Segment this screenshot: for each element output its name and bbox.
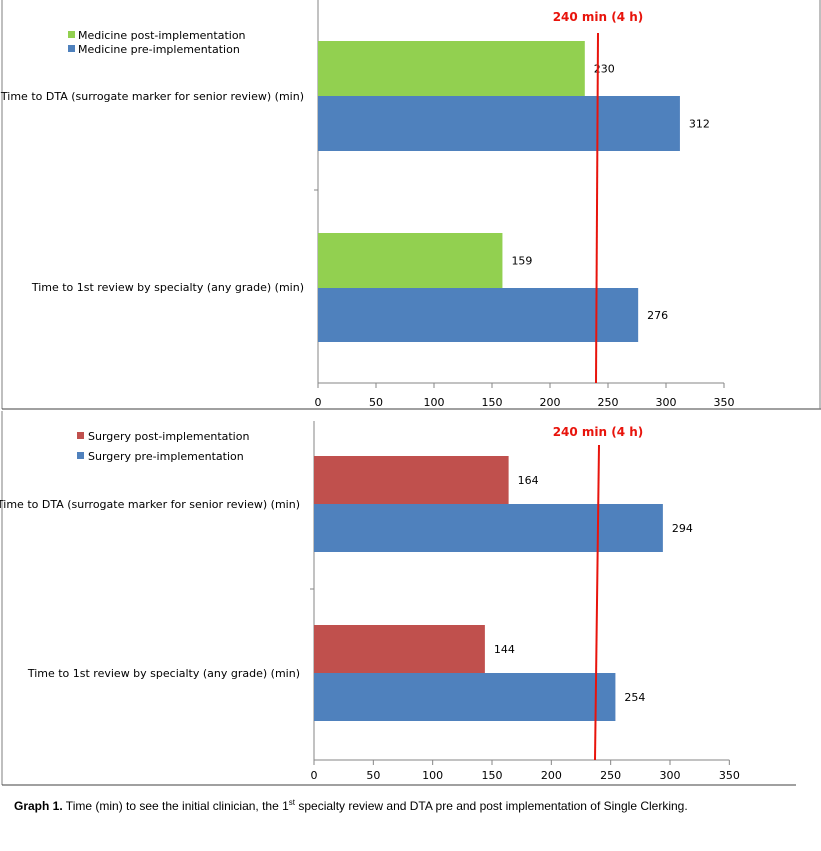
reference-line (595, 32, 599, 384)
x-tick-label: 300 (660, 769, 681, 782)
category-label: Time to DTA (surrogate marker for senior… (0, 498, 300, 511)
reference-line (594, 444, 600, 761)
legend-swatch (68, 31, 75, 38)
data-label: 312 (689, 118, 710, 131)
data-label: 164 (518, 474, 539, 487)
legend-swatch (77, 432, 84, 439)
data-label: 276 (647, 309, 668, 322)
data-label: 230 (594, 63, 615, 76)
x-tick-label: 0 (315, 396, 322, 409)
bar (318, 96, 680, 151)
x-tick-label: 50 (369, 396, 383, 409)
x-tick-label: 350 (714, 396, 735, 409)
x-tick-label: 100 (424, 396, 445, 409)
figure-caption: Graph 1. Time (min) to see the initial c… (14, 798, 814, 813)
x-tick-label: 300 (656, 396, 677, 409)
bar (318, 288, 639, 342)
caption-text-start: Time (min) to see the initial clinician,… (62, 799, 289, 813)
x-tick-label: 150 (482, 769, 503, 782)
x-tick-label: 350 (719, 769, 740, 782)
caption-text-end: specialty review and DTA pre and post im… (295, 799, 688, 813)
legend-entry: Surgery pre-implementation (88, 450, 244, 463)
category-label: Time to 1st review by specialty (any gra… (27, 667, 300, 680)
bar (314, 456, 509, 504)
reference-line-label: 240 min (4 h) (553, 10, 644, 24)
data-label: 294 (672, 522, 693, 535)
bar (314, 504, 663, 552)
legend-entry: Medicine post-implementation (78, 29, 246, 42)
data-label: 159 (511, 255, 532, 268)
x-tick-label: 150 (482, 396, 503, 409)
medicine-chart: 0 50 100 150 200 250 300 350 Time to DTA (surrog… (0, 0, 821, 410)
reference-line-label: 240 min (4 h) (553, 425, 644, 439)
data-label: 144 (494, 643, 515, 656)
legend-entry: Medicine pre-implementation (78, 43, 240, 56)
bar (314, 673, 616, 721)
chart-canvas: 0 50 100 150 200 250 300 350 Time to DTA (surrog… (0, 0, 821, 786)
bar (318, 233, 503, 288)
category-label: Time to 1st review by specialty (any gra… (31, 281, 304, 294)
x-tick-label: 50 (366, 769, 380, 782)
x-tick-label: 250 (598, 396, 619, 409)
x-tick-label: 200 (541, 769, 562, 782)
x-tick-label: 0 (311, 769, 318, 782)
bar (314, 625, 485, 673)
legend-swatch (77, 452, 84, 459)
bar (318, 41, 585, 96)
legend-entry: Surgery post-implementation (88, 430, 249, 443)
x-tick-label: 200 (540, 396, 561, 409)
x-tick-label: 250 (600, 769, 621, 782)
x-tick-label: 100 (422, 769, 443, 782)
data-label: 254 (624, 691, 645, 704)
legend-swatch (68, 45, 75, 52)
caption-label: Graph 1. (14, 799, 63, 813)
category-label: Time to DTA (surrogate marker for senior… (0, 90, 304, 103)
caption-superscript: st (288, 798, 296, 807)
surgery-chart: 0 50 100 150 200 250 300 350 Time to DTA (surrog… (0, 411, 796, 786)
